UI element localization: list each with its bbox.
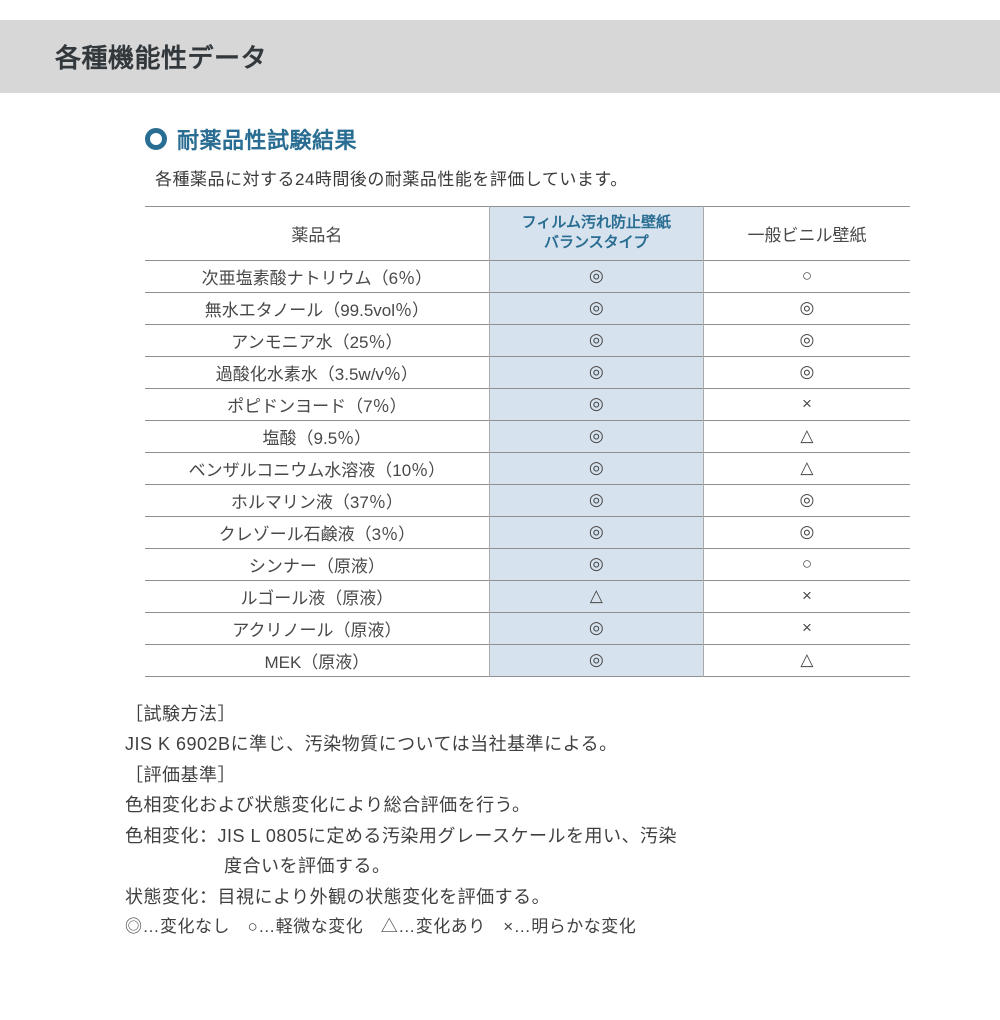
col-header-film-line1: フィルム汚れ防止壁紙 — [522, 214, 671, 231]
method-text: JIS K 6902Bに準じ、汚染物質については当社基準による。 — [125, 729, 910, 760]
page-title: 各種機能性データ — [55, 38, 970, 75]
cell-film-rating: ◎ — [489, 420, 703, 452]
cell-vinyl-rating: ◎ — [703, 516, 910, 548]
cell-vinyl-rating: × — [703, 388, 910, 420]
table-row: クレゾール石鹸液（3％）◎◎ — [145, 516, 910, 548]
chemical-resistance-table: 薬品名 フィルム汚れ防止壁紙 バランスタイプ 一般ビニル壁紙 次亜塩素酸ナトリウ… — [145, 206, 910, 677]
cell-film-rating: ◎ — [489, 516, 703, 548]
criteria-text: 色相変化および状態変化により総合評価を行う。 — [125, 790, 910, 821]
cell-chemical-name: アクリノール（原液） — [145, 612, 489, 644]
state-text: 状態変化：目視により外観の状態変化を評価する。 — [125, 882, 910, 913]
table-row: 次亜塩素酸ナトリウム（6％）◎○ — [145, 260, 910, 292]
method-label: ［試験方法］ — [125, 699, 910, 730]
cell-chemical-name: ホルマリン液（37％） — [145, 484, 489, 516]
cell-vinyl-rating: △ — [703, 452, 910, 484]
cell-chemical-name: 過酸化水素水（3.5w/v％） — [145, 356, 489, 388]
cell-vinyl-rating: △ — [703, 420, 910, 452]
cell-film-rating: ◎ — [489, 356, 703, 388]
cell-film-rating: ◎ — [489, 388, 703, 420]
cell-vinyl-rating: ○ — [703, 548, 910, 580]
table-row: ポピドンヨード（7％）◎× — [145, 388, 910, 420]
cell-film-rating: ◎ — [489, 484, 703, 516]
cell-vinyl-rating: ◎ — [703, 356, 910, 388]
cell-film-rating: ◎ — [489, 644, 703, 676]
cell-vinyl-rating: ◎ — [703, 484, 910, 516]
criteria-label: ［評価基準］ — [125, 760, 910, 791]
hue-line1: 色相変化：JIS L 0805に定める汚染用グレースケールを用い、汚染 — [125, 821, 910, 852]
cell-chemical-name: 塩酸（9.5％） — [145, 420, 489, 452]
section-title-row: 耐薬品性試験結果 — [145, 123, 910, 155]
table-row: ルゴール液（原液）△× — [145, 580, 910, 612]
table-row: 塩酸（9.5％）◎△ — [145, 420, 910, 452]
table-row: 過酸化水素水（3.5w/v％）◎◎ — [145, 356, 910, 388]
cell-chemical-name: クレゾール石鹸液（3％） — [145, 516, 489, 548]
col-header-vinyl: 一般ビニル壁紙 — [703, 207, 910, 261]
bullet-ring-icon — [145, 128, 167, 150]
cell-vinyl-rating: △ — [703, 644, 910, 676]
section-subtitle: 各種薬品に対する24時間後の耐薬品性能を評価しています。 — [155, 165, 910, 190]
hue-line2: 度合いを評価する。 — [125, 851, 910, 882]
table-row: シンナー（原液）◎○ — [145, 548, 910, 580]
cell-chemical-name: ポピドンヨード（7％） — [145, 388, 489, 420]
cell-chemical-name: シンナー（原液） — [145, 548, 489, 580]
cell-chemical-name: ベンザルコニウム水溶液（10％） — [145, 452, 489, 484]
cell-vinyl-rating: ◎ — [703, 324, 910, 356]
cell-film-rating: ◎ — [489, 612, 703, 644]
table-row: MEK（原液）◎△ — [145, 644, 910, 676]
cell-film-rating: ◎ — [489, 260, 703, 292]
cell-film-rating: △ — [489, 580, 703, 612]
table-row: アンモニア水（25％）◎◎ — [145, 324, 910, 356]
table-row: ホルマリン液（37％）◎◎ — [145, 484, 910, 516]
table-row: 無水エタノール（99.5vol％）◎◎ — [145, 292, 910, 324]
cell-film-rating: ◎ — [489, 324, 703, 356]
cell-vinyl-rating: ◎ — [703, 292, 910, 324]
table-row: アクリノール（原液）◎× — [145, 612, 910, 644]
notes-block: ［試験方法］ JIS K 6902Bに準じ、汚染物質については当社基準による。 … — [125, 699, 910, 942]
cell-vinyl-rating: × — [703, 580, 910, 612]
cell-chemical-name: MEK（原液） — [145, 644, 489, 676]
legend: ◎…変化なし ○…軽微な変化 △…変化あり ×…明らかな変化 — [125, 913, 910, 942]
cell-chemical-name: アンモニア水（25％） — [145, 324, 489, 356]
section-title: 耐薬品性試験結果 — [177, 123, 357, 155]
header-bar: 各種機能性データ — [0, 20, 1000, 93]
content-area: 耐薬品性試験結果 各種薬品に対する24時間後の耐薬品性能を評価しています。 薬品… — [0, 93, 1000, 942]
cell-vinyl-rating: × — [703, 612, 910, 644]
cell-chemical-name: ルゴール液（原液） — [145, 580, 489, 612]
cell-vinyl-rating: ○ — [703, 260, 910, 292]
col-header-film-line2: バランスタイプ — [544, 234, 649, 251]
cell-film-rating: ◎ — [489, 292, 703, 324]
cell-chemical-name: 無水エタノール（99.5vol％） — [145, 292, 489, 324]
col-header-film: フィルム汚れ防止壁紙 バランスタイプ — [489, 207, 703, 261]
col-header-name: 薬品名 — [145, 207, 489, 261]
cell-chemical-name: 次亜塩素酸ナトリウム（6％） — [145, 260, 489, 292]
cell-film-rating: ◎ — [489, 452, 703, 484]
table-row: ベンザルコニウム水溶液（10％）◎△ — [145, 452, 910, 484]
table-header-row: 薬品名 フィルム汚れ防止壁紙 バランスタイプ 一般ビニル壁紙 — [145, 207, 910, 261]
cell-film-rating: ◎ — [489, 548, 703, 580]
